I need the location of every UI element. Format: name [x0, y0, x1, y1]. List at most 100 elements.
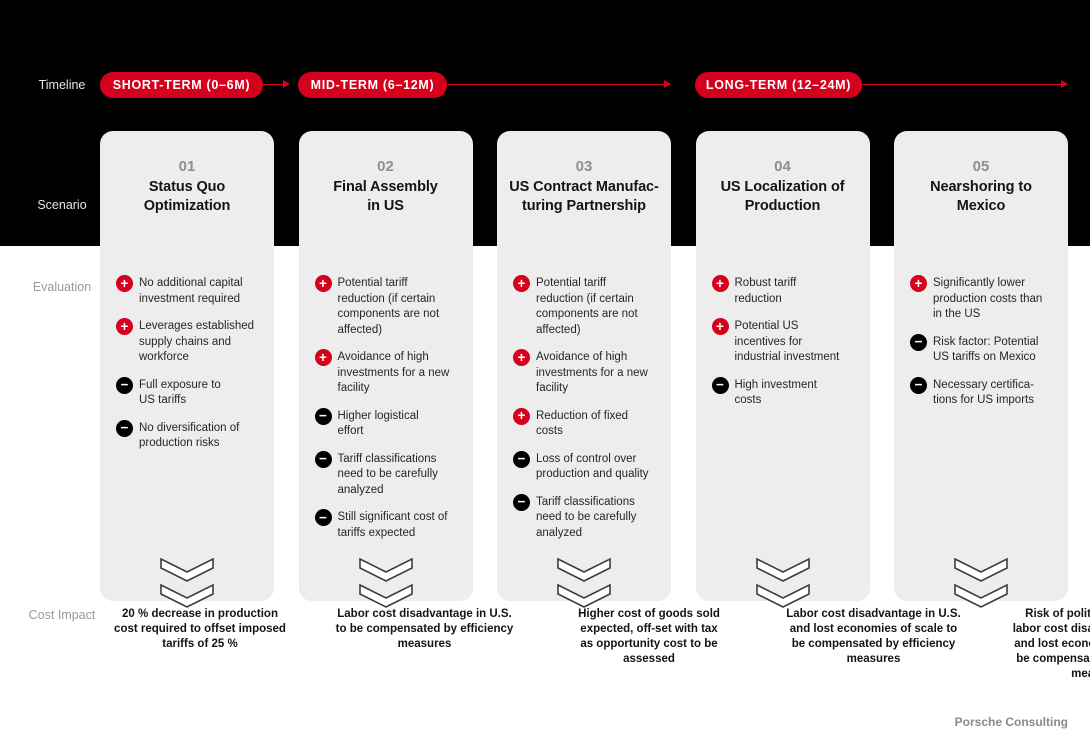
evaluation-item: − Full exposure to US tariffs [116, 376, 266, 409]
evaluation-text: Necessary certifica- tions for US import… [933, 378, 1034, 407]
evaluation-item: − No diversification of production risks [116, 419, 266, 452]
evaluation-item: + Reduction of fixed costs [513, 407, 663, 440]
evaluation-item: − Loss of control over production and qu… [513, 450, 663, 483]
plus-icon: + [314, 349, 332, 366]
plus-icon: + [513, 275, 530, 292]
plus-icon: + [513, 407, 530, 425]
minus-icon: − [513, 450, 530, 468]
evaluation-item: + Avoidance of high investments for a ne… [314, 349, 465, 397]
evaluation-text: Risk factor: Potential US tariffs on Mex… [933, 335, 1039, 364]
minus-icon: − [116, 419, 133, 437]
evaluation-text: Avoidance of high investments for a new … [337, 351, 450, 394]
timeline-arrow-icon [861, 80, 1068, 89]
cost-impact-row: 20 % decrease in production cost require… [100, 607, 1090, 682]
evaluation-text: Significantly lower production costs tha… [933, 277, 1043, 320]
evaluation-item: + Potential tariff reduction (if certain… [314, 275, 465, 338]
plus-icon: + [116, 318, 133, 335]
double-chevron-down-icon [557, 557, 611, 608]
evaluation-text: Potential tariff reduction (if certain c… [536, 277, 638, 336]
scenario-title: Nearshoring to Mexico [930, 179, 1032, 214]
cost-impact-text: Labor cost disadvantage in U.S. to be co… [335, 608, 514, 650]
evaluation-text: Full exposure to US tariffs [139, 378, 221, 407]
evaluation-text: Potential tariff reduction (if certain c… [337, 277, 440, 336]
evaluation-text: High investment costs [734, 378, 817, 407]
cost-impact-cell: Risk of political instability; labor cos… [998, 607, 1090, 682]
evaluation-text: Robust tariff reduction [734, 277, 797, 305]
evaluation-text: Leverages established supply chains and … [139, 320, 255, 363]
plus-icon: + [711, 318, 729, 335]
double-chevron-down-icon [954, 557, 1008, 608]
evaluation-text: No additional capital investment require… [139, 277, 243, 305]
evaluation-list: + No additional capital investment requi… [100, 275, 274, 452]
evaluation-item: − Still significant cost of tariffs expe… [314, 509, 465, 541]
cost-impact-cell: Higher cost of goods sold expected, off-… [549, 607, 749, 682]
timeline-pill-short-term: SHORT-TERM (0–6M) [100, 72, 263, 98]
scenario-number: 03 [575, 158, 593, 175]
row-label-scenario: Scenario [37, 198, 87, 212]
evaluation-list: + Potential tariff reduction (if certain… [497, 275, 671, 541]
timeline-arrow-icon [448, 80, 671, 89]
evaluation-text: Loss of control over production and qual… [536, 452, 649, 481]
minus-icon: − [116, 376, 133, 394]
timeline-pill-long-term: LONG-TERM (12–24M) [695, 72, 862, 98]
double-chevron-down-icon [160, 557, 214, 608]
scenario-title: US Contract Manufac- turing Partnership [509, 179, 659, 214]
plus-icon: + [910, 275, 927, 292]
evaluation-list: + Potential tariff reduction (if certain… [299, 275, 473, 541]
cost-impact-text: 20 % decrease in production cost require… [114, 608, 286, 650]
double-chevron-down-icon [358, 557, 413, 608]
minus-icon: − [314, 450, 332, 468]
minus-icon: − [910, 376, 927, 394]
plus-icon: + [116, 275, 133, 292]
evaluation-item: + Leverages established supply chains an… [116, 318, 266, 366]
timeline-pill-mid-term: MID-TERM (6–12M) [298, 72, 447, 98]
cost-impact-cell: Labor cost disadvantage in U.S. and lost… [774, 607, 974, 682]
evaluation-text: No diversification of production risks [139, 421, 240, 450]
double-chevron-down-icon [755, 557, 810, 608]
evaluation-item: − High investment costs [711, 376, 862, 409]
evaluation-item: + Potential tariff reduction (if certain… [513, 275, 663, 338]
cost-impact-text: Labor cost disadvantage in U.S. and lost… [786, 608, 961, 665]
evaluation-item: + Significantly lower production costs t… [910, 275, 1060, 323]
evaluation-text: Tariff classifications need to be carefu… [536, 495, 637, 539]
minus-icon: − [910, 333, 927, 351]
plus-icon: + [314, 275, 332, 292]
minus-icon: − [314, 509, 332, 526]
evaluation-item: − Tariff classifications need to be care… [314, 450, 465, 499]
evaluation-item: − Necessary certifica- tions for US impo… [910, 376, 1060, 409]
cost-impact-cell: Labor cost disadvantage in U.S. to be co… [325, 607, 525, 682]
cost-impact-text: Higher cost of goods sold expected, off-… [578, 608, 720, 665]
row-label-timeline: Timeline [38, 78, 86, 92]
scenario-card: 05 Nearshoring to Mexico + Significantly… [894, 131, 1068, 608]
evaluation-list: + Robust tariff reduction + Potential US… [696, 275, 870, 409]
evaluation-item: + Avoidance of high investments for a ne… [513, 349, 663, 397]
minus-icon: − [513, 493, 530, 511]
timeline-arrow-icon [262, 80, 290, 89]
scenario-card: 02 Final Assembly in US + Potential tari… [298, 131, 473, 608]
row-label-evaluation: Evaluation [32, 280, 92, 294]
evaluation-text: Reduction of fixed costs [536, 409, 629, 438]
plus-icon: + [513, 349, 530, 366]
evaluation-text: Avoidance of high investments for a new … [536, 351, 648, 394]
scenario-title: US Localization of Production [720, 179, 845, 214]
scenario-number: 05 [972, 158, 990, 175]
evaluation-item: + Robust tariff reduction [711, 275, 862, 307]
evaluation-text: Tariff classifications need to be carefu… [337, 452, 438, 496]
evaluation-item: − Risk factor: Potential US tariffs on M… [910, 333, 1060, 366]
scenario-title: Final Assembly in US [333, 179, 438, 214]
plus-icon: + [711, 275, 729, 292]
evaluation-text: Higher logistical effort [337, 409, 419, 438]
minus-icon: − [314, 407, 332, 425]
evaluation-item: + Potential US incentives for industrial… [711, 318, 862, 366]
minus-icon: − [711, 376, 729, 394]
scenario-card: 01 Status Quo Optimization + No addition… [100, 131, 274, 608]
scenario-title: Status Quo Optimization [143, 179, 231, 214]
scenario-card: 03 US Contract Manufac- turing Partnersh… [497, 131, 671, 608]
cost-impact-text: Risk of political instability; labor cos… [1012, 608, 1090, 680]
scenario-number: 04 [774, 158, 791, 175]
row-label-cost-impact: Cost Impact [28, 608, 96, 622]
scenario-number: 02 [377, 158, 394, 175]
scenario-cards: 01 Status Quo Optimization + No addition… [100, 131, 1068, 608]
cost-impact-cell: 20 % decrease in production cost require… [100, 607, 300, 682]
scenario-number: 01 [178, 158, 196, 175]
